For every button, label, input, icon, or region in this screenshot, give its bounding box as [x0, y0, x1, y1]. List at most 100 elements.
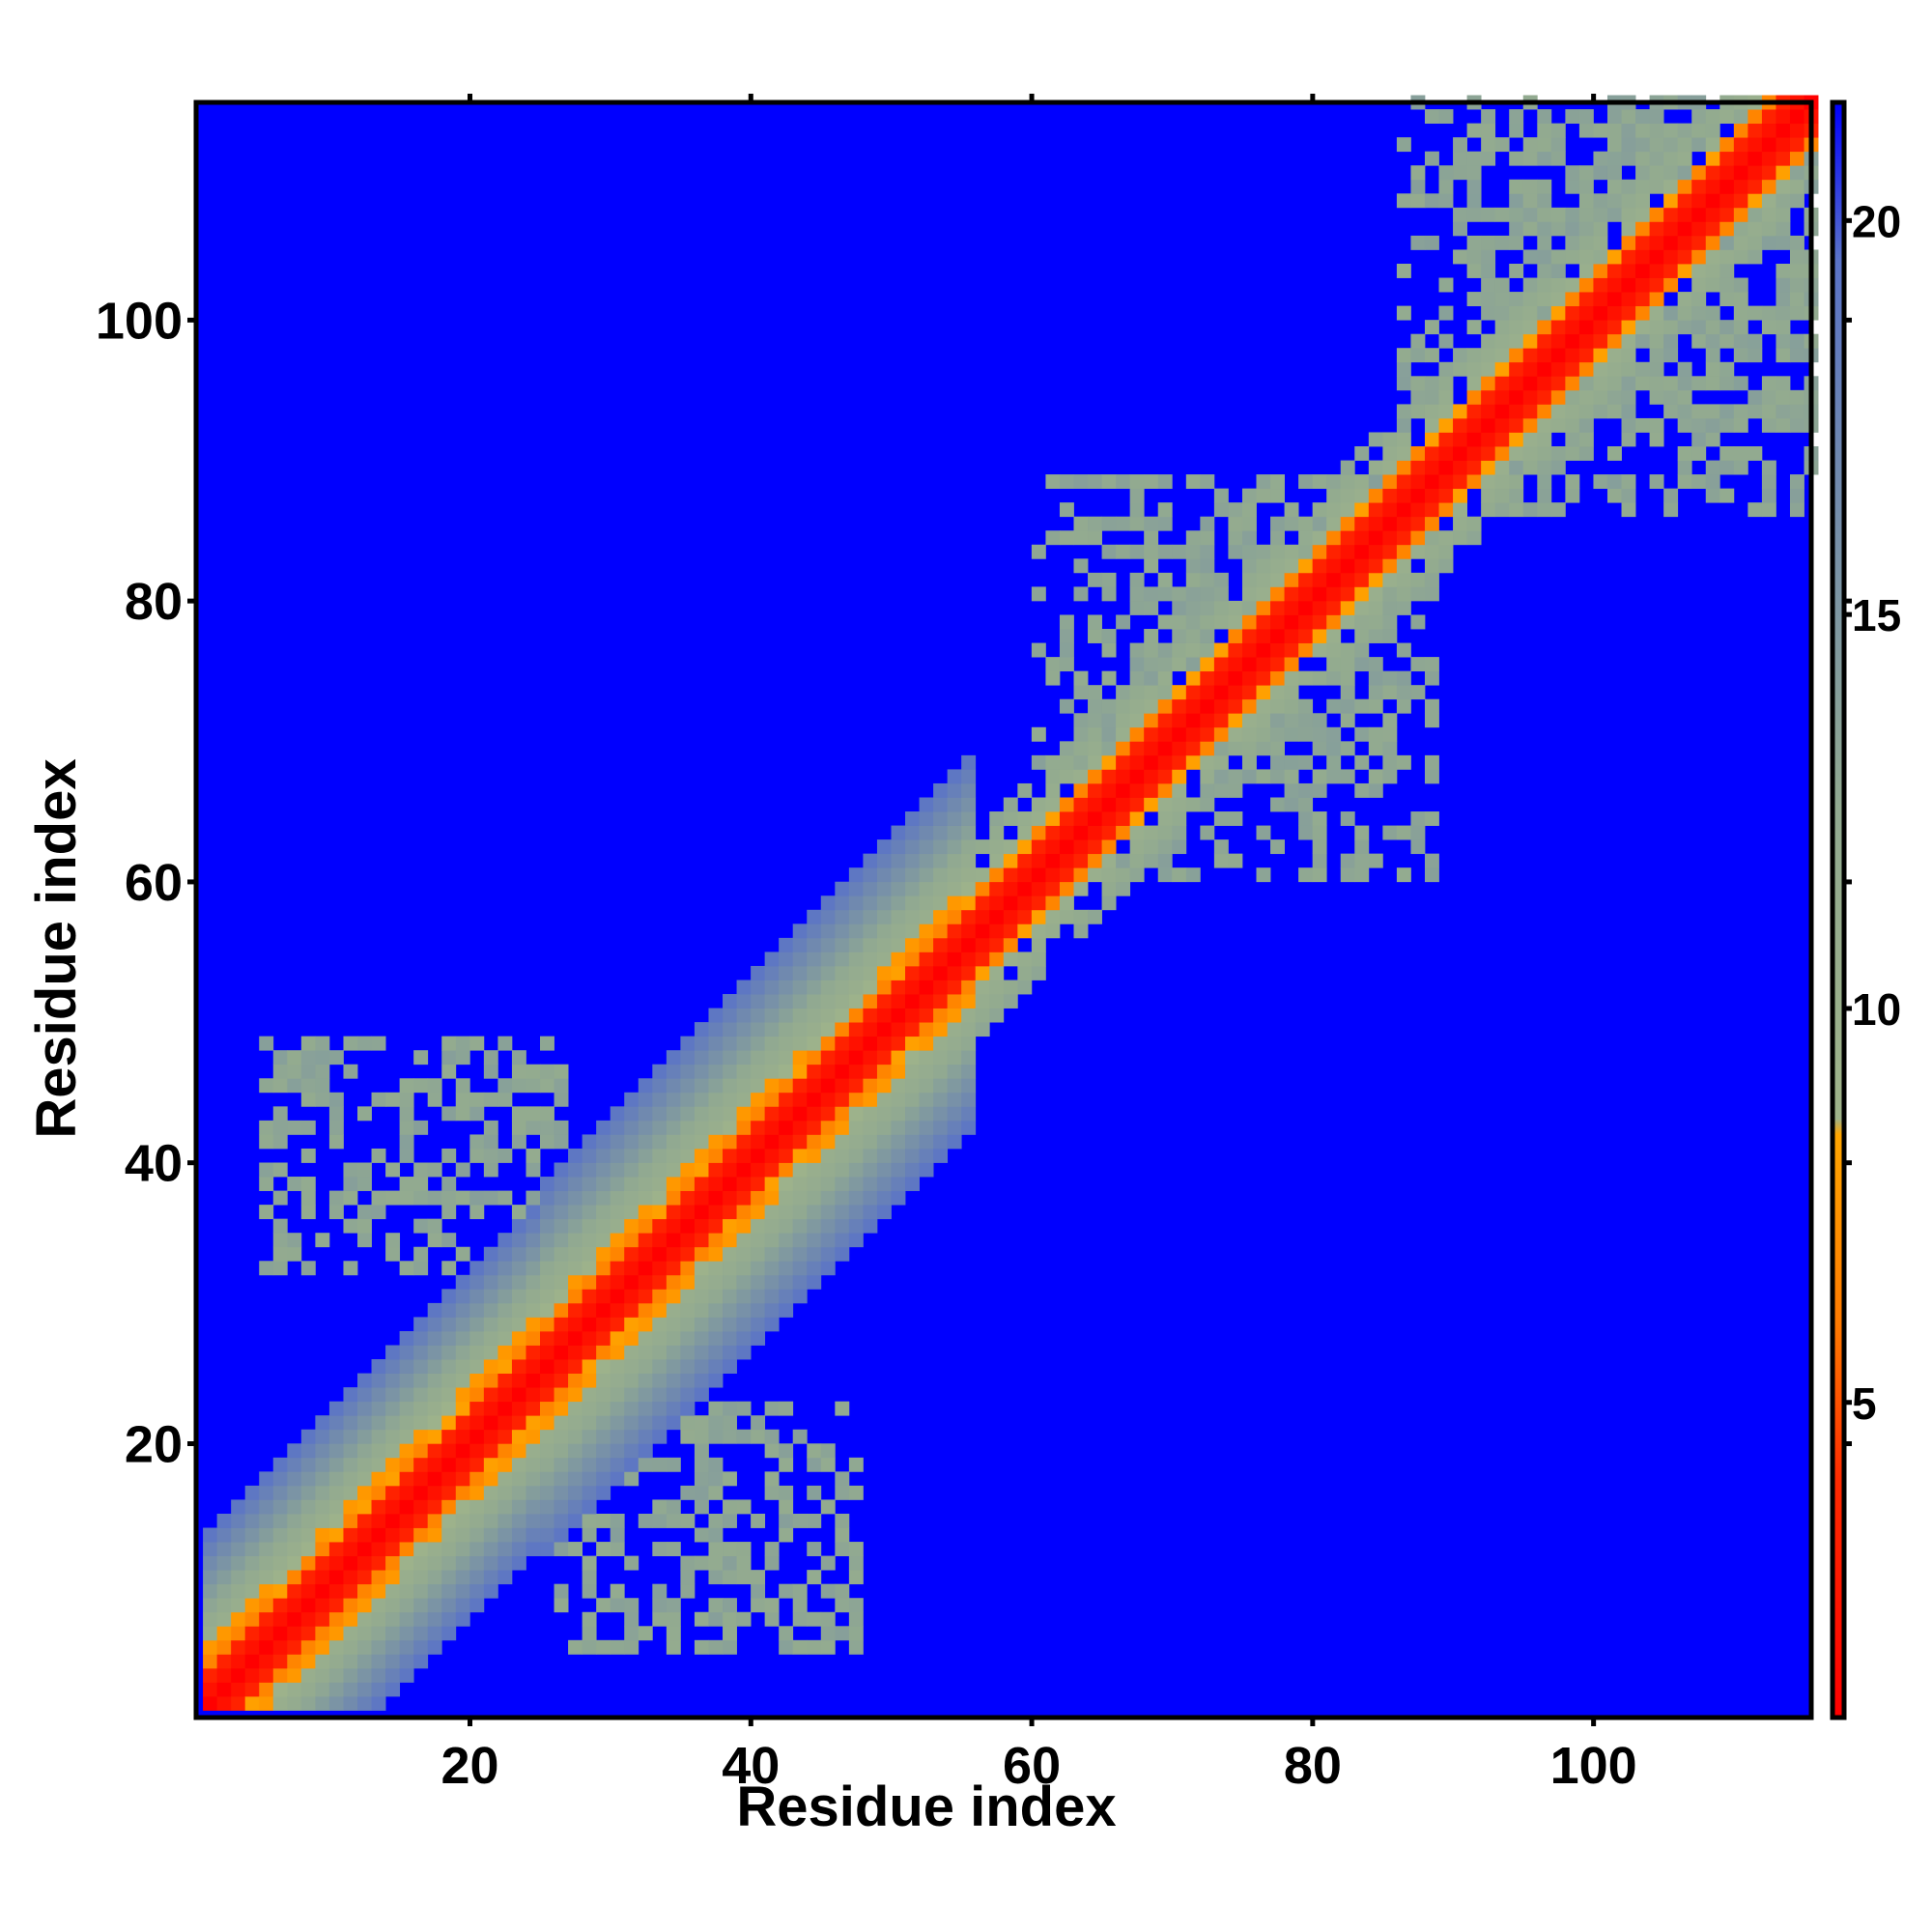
heatmap-cell: [792, 1598, 808, 1613]
heatmap-cell: [933, 980, 949, 995]
heatmap-cell: [1537, 320, 1552, 335]
heatmap-cell: [1776, 264, 1791, 278]
heatmap-cell: [1537, 151, 1552, 166]
heatmap-cell: [1481, 305, 1496, 321]
heatmap-cell: [371, 1626, 386, 1641]
heatmap-cell: [526, 1162, 541, 1178]
heatmap-cell: [1410, 404, 1426, 419]
heatmap-cell: [779, 1022, 794, 1037]
heatmap-cell: [779, 1190, 794, 1206]
heatmap-cell: [1185, 741, 1201, 756]
heatmap-cell: [1606, 488, 1622, 503]
heatmap-cell: [1663, 348, 1679, 363]
heatmap-cell: [413, 1387, 429, 1403]
heatmap-cell: [1354, 839, 1370, 855]
heatmap-cell: [1256, 713, 1271, 728]
heatmap-cell: [1424, 530, 1439, 546]
heatmap-cell: [1522, 460, 1538, 475]
heatmap-cell: [582, 1373, 597, 1388]
heatmap-cell: [554, 1345, 569, 1360]
heatmap-cell: [1129, 516, 1145, 531]
heatmap-cell: [1761, 320, 1776, 335]
heatmap-cell: [1045, 923, 1061, 939]
x-tick-label: 20: [440, 1737, 498, 1795]
heatmap-cell: [596, 1162, 611, 1178]
heatmap-cell: [1621, 474, 1636, 490]
heatmap-cell: [568, 1246, 583, 1262]
heatmap-cell: [933, 1050, 949, 1065]
heatmap-cell: [723, 1022, 737, 1037]
heatmap-cell: [328, 1050, 344, 1065]
heatmap-cell: [751, 1513, 766, 1528]
heatmap-cell: [1789, 193, 1804, 209]
heatmap-cell: [835, 1036, 850, 1051]
heatmap-cell: [820, 980, 836, 995]
heatmap-cell: [876, 1162, 892, 1178]
heatmap-cell: [582, 1162, 597, 1178]
heatmap-cell: [1059, 825, 1074, 840]
heatmap-cell: [1157, 657, 1173, 672]
heatmap-cell: [1719, 404, 1735, 419]
heatmap-cell: [1157, 544, 1173, 559]
heatmap-cell: [441, 1317, 457, 1332]
heatmap-cell: [876, 895, 892, 911]
heatmap-cell: [1621, 109, 1636, 125]
heatmap-cell: [933, 782, 949, 798]
heatmap-cell: [1396, 642, 1411, 658]
heatmap-cell: [1705, 264, 1720, 278]
heatmap-cell: [779, 1177, 794, 1191]
heatmap-cell: [1031, 797, 1046, 812]
heatmap-cell: [497, 1429, 513, 1444]
heatmap-cell: [1101, 586, 1117, 602]
heatmap-cell: [1382, 502, 1398, 518]
heatmap-cell: [652, 1274, 668, 1290]
heatmap-cell: [848, 1218, 864, 1234]
heatmap-cell: [1733, 123, 1748, 138]
heatmap-cell: [792, 1162, 808, 1178]
heatmap-cell: [272, 1471, 288, 1487]
heatmap-cell: [820, 1190, 836, 1206]
heatmap-cell: [1621, 348, 1636, 363]
heatmap-cell: [891, 1134, 906, 1150]
heatmap-cell: [1031, 952, 1046, 967]
heatmap-cell: [694, 1359, 709, 1374]
heatmap-cell: [554, 1373, 569, 1388]
heatmap-cell: [863, 1177, 878, 1191]
heatmap-cell: [1144, 530, 1159, 546]
heatmap-cell: [1691, 221, 1707, 237]
heatmap-cell: [497, 1190, 513, 1206]
heatmap-cell: [835, 1177, 850, 1191]
heatmap-cell: [751, 1036, 766, 1051]
heatmap-cell: [1621, 137, 1636, 153]
heatmap-cell: [1017, 853, 1033, 868]
heatmap-cell: [1776, 193, 1791, 209]
heatmap-cell: [1776, 320, 1791, 335]
heatmap-cell: [1438, 179, 1454, 194]
heatmap-cell: [1565, 235, 1580, 250]
heatmap-cell: [807, 1570, 822, 1585]
heatmap-cell: [1059, 881, 1074, 896]
heatmap-cell: [1241, 516, 1257, 531]
heatmap-cell: [511, 1317, 526, 1332]
heatmap-cell: [357, 1036, 372, 1051]
heatmap-cell: [820, 909, 836, 924]
heatmap-cell: [568, 1542, 583, 1556]
heatmap-cell: [779, 937, 794, 952]
heatmap-cell: [287, 1177, 302, 1191]
heatmap-cell: [596, 1261, 611, 1276]
heatmap-cell: [1481, 137, 1496, 153]
heatmap-cell: [1635, 417, 1650, 433]
heatmap-cell: [526, 1148, 541, 1163]
heatmap-cell: [792, 1022, 808, 1037]
heatmap-cell: [455, 1359, 470, 1374]
heatmap-cell: [1144, 657, 1159, 672]
heatmap-cell: [680, 1359, 696, 1374]
heatmap-cell: [1481, 389, 1496, 405]
heatmap-cell: [876, 867, 892, 883]
heatmap-cell: [708, 1302, 724, 1318]
heatmap-cell: [244, 1570, 260, 1585]
heatmap-cell: [1453, 530, 1467, 546]
heatmap-cell: [1396, 361, 1411, 377]
heatmap-cell: [596, 1148, 611, 1163]
heatmap-cell: [652, 1092, 668, 1107]
